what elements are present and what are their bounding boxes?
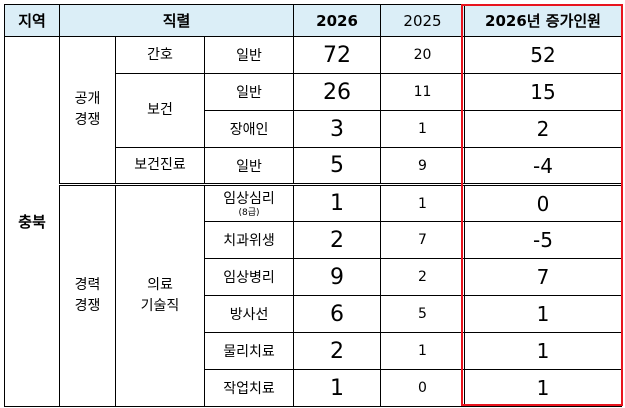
value-2026: 2 [293,221,382,259]
header-job: 직렬 [58,4,295,37]
sub-cell: 치과위생 [203,221,295,259]
value-increase: 1 [464,332,623,370]
value-2025: 9 [380,147,466,185]
value-2025: 5 [380,295,466,333]
sub-cell: 일반 [203,36,295,74]
value-2025: 11 [380,73,466,111]
sub-cell: 물리치료 [203,332,295,370]
value-increase: 52 [464,36,623,74]
value-2026: 72 [293,36,382,74]
group-medtech: 의료 기술직 [115,183,205,407]
value-increase: -5 [464,221,623,259]
value-increase: 15 [464,73,623,111]
value-2025: 20 [380,36,466,74]
sub-cell: 일반 [203,73,295,111]
value-increase: 0 [464,183,623,222]
value-2025: 1 [380,332,466,370]
value-2026: 5 [293,147,382,185]
value-2025: 1 [380,183,466,222]
value-2025: 0 [380,369,466,407]
value-increase: 1 [464,295,623,333]
value-increase: -4 [464,147,623,185]
header-2026: 2026 [293,4,382,37]
value-increase: 7 [464,258,623,296]
sub-cell: 일반 [203,147,295,185]
header-region: 지역 [4,4,60,37]
value-2026: 2 [293,332,382,370]
category-health: 보건 [115,73,205,148]
sub-cell: 장애인 [203,110,295,148]
sub-cell: 작업치료 [203,369,295,407]
header-increase: 2026년 증가인원 [464,4,623,37]
group-career: 경력 경쟁 [59,183,116,407]
value-2025: 7 [380,221,466,259]
sub-cell: 방사선 [203,295,295,333]
value-2025: 2 [380,258,466,296]
grade-note: (8급) [238,207,260,218]
sub-cell: 임상병리 [203,258,295,296]
value-increase: 2 [464,110,623,148]
value-2026: 1 [293,183,382,222]
group-public: 공개 경쟁 [59,36,116,185]
value-2026: 1 [293,369,382,407]
value-2026: 3 [293,110,382,148]
value-2026: 6 [293,295,382,333]
value-2026: 9 [293,258,382,296]
value-2025: 1 [380,110,466,148]
value-2026: 26 [293,73,382,111]
header-2025: 2025 [380,4,466,37]
sub-cell: 임상심리 (8급) [203,183,295,222]
recruitment-table: 지역 직렬 2026 2025 2026년 증가인원 충북 공개 경쟁 간호 일… [4,4,623,407]
category-nursing: 간호 [115,36,205,74]
region-cell: 충북 [4,36,60,407]
value-increase: 1 [464,369,623,407]
category-health-clinic: 보건진료 [115,147,205,185]
